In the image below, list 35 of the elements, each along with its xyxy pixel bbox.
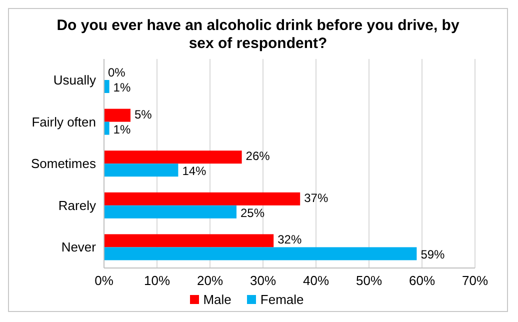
data-label: 25%: [240, 206, 265, 220]
legend-label: Male: [203, 292, 232, 307]
chart-title: Do you ever have an alcoholic drink before you drive, by sex of respondent?: [56, 16, 460, 53]
x-tick-label: 40%: [302, 273, 330, 288]
data-label: 37%: [304, 190, 328, 205]
bar: [104, 234, 274, 248]
x-tick-label: 30%: [250, 273, 276, 288]
y-tick-label: Usually: [53, 72, 96, 88]
y-tick-label: Never: [61, 240, 97, 255]
bar: [104, 247, 417, 260]
bar: [104, 164, 178, 177]
data-label: 5%: [134, 107, 152, 122]
data-label: 14%: [182, 164, 207, 178]
legend-label: Female: [260, 292, 304, 307]
bar: [104, 108, 130, 122]
bar: [104, 192, 300, 206]
data-label: 1%: [113, 80, 131, 94]
data-label: 1%: [113, 122, 131, 136]
data-label: 0%: [108, 66, 126, 80]
x-tick-label: 10%: [144, 273, 170, 288]
bar: [104, 122, 110, 135]
x-tick-label: 50%: [356, 273, 382, 288]
x-tick-label: 20%: [196, 273, 224, 288]
data-label: 32%: [278, 232, 302, 247]
y-tick-label: Rarely: [58, 198, 96, 213]
y-tick-label: Fairly often: [32, 114, 96, 130]
bar: [104, 150, 242, 164]
bar: [104, 205, 236, 218]
x-tick-label: 60%: [408, 273, 436, 288]
y-tick-label: Sometimes: [30, 156, 96, 172]
bar: [104, 80, 110, 93]
data-label: 59%: [420, 248, 446, 262]
x-tick-label: 70%: [462, 273, 488, 288]
x-tick-label: 0%: [94, 273, 114, 288]
data-label: 26%: [246, 149, 270, 164]
